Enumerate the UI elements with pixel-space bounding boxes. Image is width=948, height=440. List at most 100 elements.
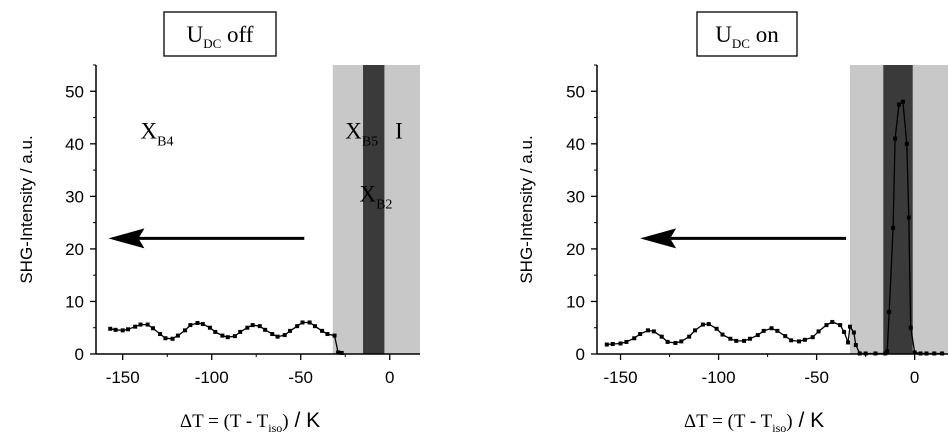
chart-1-data-point (924, 351, 929, 356)
chart-0-phase-label-1: XB5 (345, 119, 378, 150)
chart-0-data-point (108, 326, 113, 331)
chart-0-y-tick-label-3: 30 (65, 187, 84, 206)
chart-0-data-point (320, 328, 325, 333)
chart-1-data-point (700, 322, 705, 327)
chart-1-data-point (863, 351, 868, 356)
chart-1-data-point (624, 339, 629, 344)
chart-0-data-point (113, 327, 118, 332)
chart-1-data-point (618, 341, 623, 346)
chart-0-phase-label-sub: B4 (157, 135, 173, 150)
chart-0-data-point (220, 333, 225, 338)
chart-1-data-point (796, 339, 801, 344)
chart-1-data-point (851, 330, 856, 335)
chart-1-data-point (714, 326, 719, 331)
chart-0-data-point (245, 325, 250, 330)
chart-0-title-text: UDC off (187, 22, 254, 51)
chart-1-data-point (838, 323, 843, 328)
chart-1-data-point (679, 339, 684, 344)
chart-1-data-point (912, 350, 917, 355)
chart-1-data-point (906, 215, 911, 220)
chart-0-phase-label-main: X (141, 119, 158, 144)
chart-1-data-point (720, 332, 725, 337)
chart-1-data-point (604, 342, 609, 347)
chart-1-data-point (816, 329, 821, 334)
chart-1-data-point (845, 340, 850, 345)
chart-0-data-point (288, 328, 293, 333)
chart-1-data-point (610, 342, 615, 347)
chart-0-data-point (238, 329, 243, 334)
chart-1-y-tick-label-4: 40 (566, 135, 585, 154)
chart-0-data-point (175, 333, 180, 338)
chart-1-data-point (775, 328, 780, 333)
chart-0-data-point (188, 323, 193, 328)
chart-1-title-rest: on (750, 22, 779, 47)
chart-0-x-label-sub: iso (268, 421, 282, 435)
chart-1-data-point (908, 325, 913, 330)
chart-0-phase-label-main: X (359, 182, 376, 207)
chart-1-data-point (706, 322, 711, 327)
chart-0-data-point (275, 334, 280, 339)
chart-1-data-point (896, 102, 901, 107)
chart-1-arrow-head (640, 228, 677, 249)
chart-1-data-point (734, 338, 739, 343)
chart-0-phase-label-sub: B2 (376, 198, 392, 213)
chart-1-data-point (687, 334, 692, 339)
chart-0-phase-label-main: I (395, 119, 403, 144)
chart-0-data-point (195, 320, 200, 325)
chart-0-x-label-post: ) (282, 411, 288, 432)
chart-1-data-point (769, 326, 774, 331)
chart-0-y-tick-label-2: 20 (65, 240, 84, 259)
chart-0-data-point (120, 328, 125, 333)
chart-1-y-tick-label-3: 30 (566, 187, 585, 206)
chart-1-data-point (802, 337, 807, 342)
chart-1-data-point (645, 328, 650, 333)
chart-0-data-point (300, 320, 305, 325)
chart-0-data-point (339, 350, 344, 355)
chart-1-data-point (873, 351, 878, 356)
chart-1-data-point (665, 339, 670, 344)
chart-1-data-point (847, 324, 852, 329)
chart-0-y-axis-label: SHG-Intensity / a.u. (17, 135, 36, 283)
chart-1-data-point (853, 343, 858, 348)
chart-1-data-point (747, 336, 752, 341)
chart-0-title-box (163, 11, 277, 57)
chart-0-data-point (213, 329, 218, 334)
chart-1-data-point (638, 332, 643, 337)
chart-0-x-tick-label-2: -50 (288, 368, 313, 387)
chart-1-data-point (904, 141, 909, 146)
chart-1-data-point (728, 336, 733, 341)
chart-1-data-point (918, 351, 923, 356)
chart-1-title-sub: DC (732, 36, 750, 51)
chart-1-data-point (659, 334, 664, 339)
chart-0-data-point (150, 326, 155, 331)
chart-0-x-axis-label: ΔT = (T - Tiso) / K (180, 409, 320, 435)
chart-0-x-tick-label-1: -100 (195, 368, 229, 387)
chart-0-data-point (332, 333, 337, 338)
chart-1-x-label-sub: iso (772, 421, 786, 435)
chart-1-title-text: UDC on (715, 22, 779, 51)
chart-0-data-point (170, 336, 175, 341)
chart-0-data-point (307, 320, 312, 325)
chart-1-x-axis-label: ΔT = (T - Tiso) / K (684, 409, 824, 435)
chart-0-title-main: U (187, 22, 204, 47)
chart-1-data-point (940, 351, 945, 356)
chart-0-y-tick-label-1: 10 (65, 292, 84, 311)
chart-1-y-tick-label-0: 0 (576, 345, 585, 364)
chart-0-data-point (336, 350, 341, 355)
chart-0-data-point (183, 328, 188, 333)
chart-0-y-tick-label-4: 40 (65, 135, 84, 154)
chart-1-x-tick-label-3: 0 (910, 368, 919, 387)
chart-1-data-point (742, 338, 747, 343)
chart-1-data-point (632, 336, 637, 341)
right-chart-panel: 0 10 20 30 40 50 -150 -100 -50 0 UDC on SHG-Intensi… (517, 11, 948, 435)
chart-1-data-point (824, 323, 829, 328)
chart-1-y-tick-label-5: 50 (566, 82, 585, 101)
chart-1-data-point (651, 329, 656, 334)
chart-0-data-point (133, 324, 138, 329)
chart-0-data-point (145, 322, 150, 327)
chart-1-data-point (900, 99, 905, 104)
chart-0-phase-label-3: XB2 (359, 182, 392, 213)
chart-0-data-point (263, 327, 268, 332)
